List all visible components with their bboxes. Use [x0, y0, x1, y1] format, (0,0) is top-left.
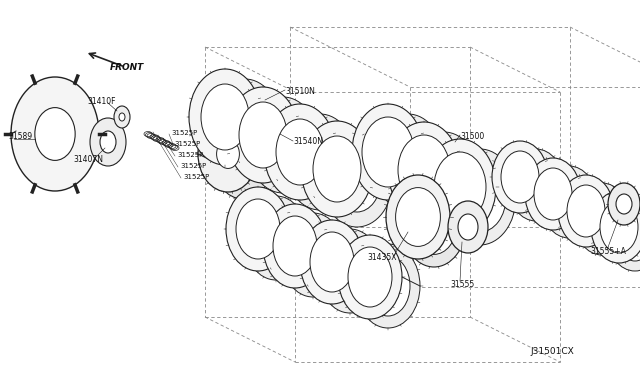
Ellipse shape [501, 151, 539, 203]
Text: 31555: 31555 [450, 280, 474, 289]
Ellipse shape [525, 158, 581, 230]
Ellipse shape [264, 104, 336, 200]
Ellipse shape [11, 77, 99, 191]
Ellipse shape [276, 119, 324, 185]
Ellipse shape [607, 199, 640, 271]
Ellipse shape [310, 232, 354, 292]
Ellipse shape [517, 159, 555, 211]
Text: 31500: 31500 [460, 132, 484, 141]
Ellipse shape [402, 183, 466, 267]
Ellipse shape [352, 104, 424, 200]
Ellipse shape [100, 131, 116, 153]
Ellipse shape [259, 112, 307, 178]
Ellipse shape [247, 97, 319, 193]
Ellipse shape [382, 127, 434, 197]
Ellipse shape [541, 166, 597, 238]
Ellipse shape [213, 123, 273, 199]
Ellipse shape [263, 204, 327, 288]
Ellipse shape [227, 87, 299, 183]
Ellipse shape [313, 136, 361, 202]
Ellipse shape [608, 183, 640, 225]
Text: 31525P: 31525P [180, 163, 206, 169]
Ellipse shape [189, 69, 261, 165]
Ellipse shape [616, 209, 640, 261]
Ellipse shape [338, 235, 402, 319]
Ellipse shape [372, 114, 444, 210]
Ellipse shape [221, 94, 269, 160]
Ellipse shape [273, 216, 317, 276]
Ellipse shape [114, 106, 130, 128]
Ellipse shape [412, 196, 456, 254]
Ellipse shape [254, 208, 298, 268]
Ellipse shape [434, 152, 486, 222]
Text: 31589: 31589 [8, 132, 32, 141]
Ellipse shape [35, 108, 75, 160]
Text: 31525P: 31525P [177, 152, 204, 158]
Text: 31510N: 31510N [285, 87, 315, 96]
Ellipse shape [550, 176, 588, 228]
Ellipse shape [591, 191, 640, 263]
Ellipse shape [398, 135, 450, 205]
Ellipse shape [448, 201, 488, 253]
Ellipse shape [333, 146, 381, 212]
Ellipse shape [508, 149, 564, 221]
Text: 31410F: 31410F [87, 97, 115, 106]
Text: 31525P: 31525P [171, 130, 197, 136]
Ellipse shape [292, 171, 300, 176]
Ellipse shape [239, 102, 287, 168]
Ellipse shape [301, 121, 373, 217]
Ellipse shape [362, 117, 414, 187]
Text: 31407N: 31407N [73, 155, 103, 164]
Ellipse shape [356, 244, 420, 328]
Ellipse shape [300, 220, 364, 304]
Text: J31501CX: J31501CX [530, 347, 573, 356]
Ellipse shape [321, 131, 393, 227]
Ellipse shape [424, 139, 496, 235]
Ellipse shape [296, 129, 344, 195]
Ellipse shape [458, 214, 478, 240]
Ellipse shape [366, 256, 410, 316]
Ellipse shape [534, 168, 572, 220]
Ellipse shape [492, 141, 548, 213]
Ellipse shape [600, 201, 638, 253]
Ellipse shape [284, 114, 356, 210]
Ellipse shape [616, 194, 632, 214]
Ellipse shape [388, 122, 460, 218]
Ellipse shape [583, 193, 621, 245]
Ellipse shape [291, 225, 335, 285]
Ellipse shape [198, 116, 258, 192]
Ellipse shape [328, 241, 372, 301]
Ellipse shape [567, 185, 605, 237]
Text: 31525P: 31525P [183, 174, 209, 180]
Ellipse shape [348, 247, 392, 307]
Ellipse shape [244, 196, 308, 280]
Ellipse shape [119, 113, 125, 121]
Text: 31555+A: 31555+A [590, 247, 626, 256]
Ellipse shape [90, 118, 126, 166]
Text: 31435X: 31435X [367, 253, 397, 262]
Text: 31525P: 31525P [174, 141, 200, 147]
Ellipse shape [454, 162, 506, 232]
Ellipse shape [418, 145, 470, 215]
Ellipse shape [408, 132, 480, 228]
Ellipse shape [558, 175, 614, 247]
Ellipse shape [236, 199, 280, 259]
Ellipse shape [318, 229, 382, 313]
Ellipse shape [396, 187, 440, 246]
Text: FRONT: FRONT [110, 63, 144, 72]
Ellipse shape [386, 175, 450, 259]
Ellipse shape [209, 79, 281, 175]
Ellipse shape [216, 140, 239, 169]
Ellipse shape [226, 187, 290, 271]
Ellipse shape [281, 213, 345, 297]
Text: 31540N: 31540N [293, 137, 323, 146]
Ellipse shape [574, 183, 630, 255]
Ellipse shape [201, 84, 249, 150]
Ellipse shape [444, 149, 516, 245]
